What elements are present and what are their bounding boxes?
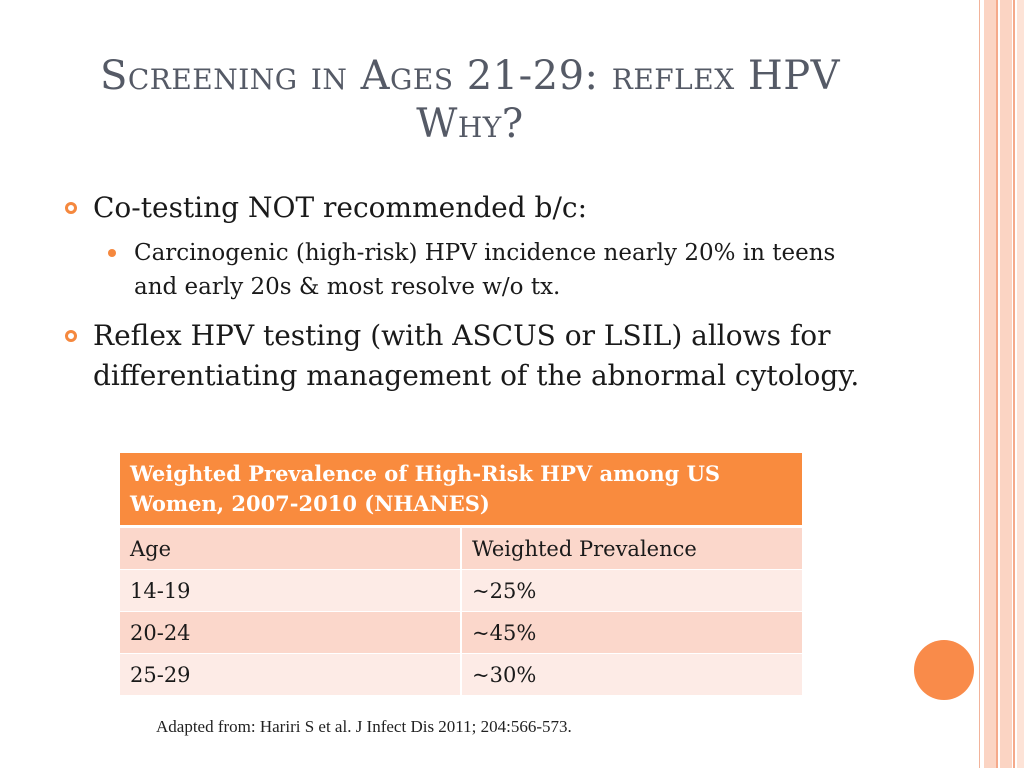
bullet-text: Reflex HPV testing (with ASCUS or LSIL) … xyxy=(93,319,860,392)
title-line-1: Screening in Ages 21-29: reflex HPV xyxy=(99,53,841,99)
table-header-row: Age Weighted Prevalence xyxy=(120,526,802,570)
table-cell-prevalence: ~25% xyxy=(461,569,802,612)
decorative-stripe xyxy=(1000,0,1012,768)
decorative-stripe xyxy=(979,0,980,768)
decorative-stripe xyxy=(996,0,998,768)
table-cell-age: 20-24 xyxy=(120,611,462,654)
table-cell-prevalence: ~30% xyxy=(461,653,802,696)
sub-bullet-item: Carcinogenic (high-risk) HPV incidence n… xyxy=(108,236,868,304)
table-caption: Weighted Prevalence of High-Risk HPV amo… xyxy=(120,453,802,528)
table-row: 14-19 ~25% xyxy=(120,569,802,612)
column-header-prevalence: Weighted Prevalence xyxy=(461,526,802,570)
bullet-ring-icon xyxy=(65,330,77,342)
table-cell-age: 14-19 xyxy=(120,569,462,612)
table-cell-age: 25-29 xyxy=(120,653,462,696)
table-cell-prevalence: ~45% xyxy=(461,611,802,654)
bullet-text: Co-testing NOT recommended b/c: xyxy=(93,191,588,224)
slide-title: Screening in Ages 21-29: reflex HPV Why? xyxy=(40,52,900,148)
prevalence-table: Weighted Prevalence of High-Risk HPV amo… xyxy=(120,453,802,696)
source-citation: Adapted from: Hariri S et al. J Infect D… xyxy=(156,717,572,736)
decorative-stripe xyxy=(984,0,996,768)
decorative-circle-icon xyxy=(914,640,974,700)
decorative-stripe xyxy=(1017,0,1024,768)
sub-bullet-text: Carcinogenic (high-risk) HPV incidence n… xyxy=(134,240,836,300)
decorative-stripe xyxy=(1013,0,1015,768)
table-row: 20-24 ~45% xyxy=(120,611,802,654)
bullet-item: Co-testing NOT recommended b/c: xyxy=(65,188,895,228)
table-row: 25-29 ~30% xyxy=(120,653,802,696)
bullet-ring-icon xyxy=(65,202,77,214)
column-header-age: Age xyxy=(120,526,462,570)
title-line-2: Why? xyxy=(416,101,524,147)
bullet-item: Reflex HPV testing (with ASCUS or LSIL) … xyxy=(65,316,895,396)
bullet-dot-icon xyxy=(108,249,116,257)
